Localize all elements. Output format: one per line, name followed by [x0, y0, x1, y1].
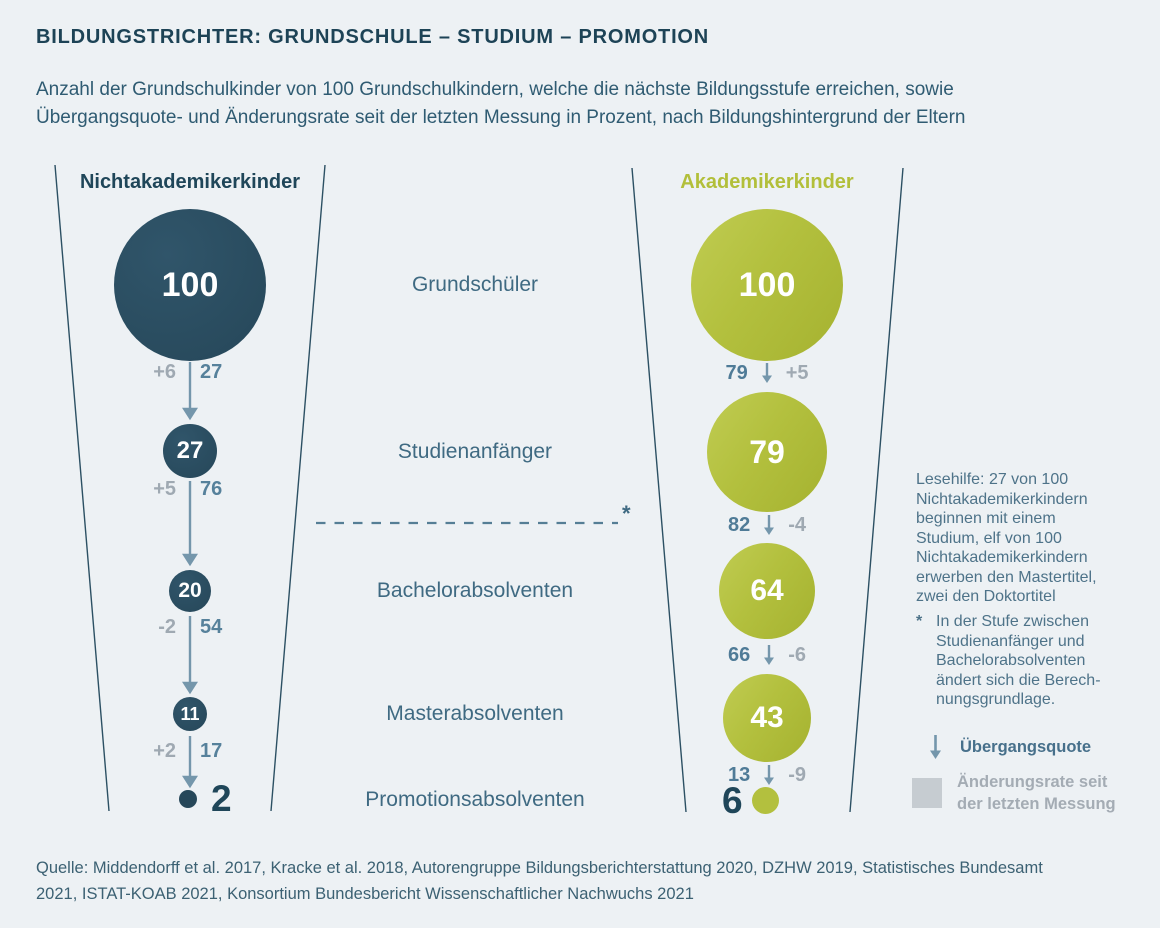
value: 100 — [738, 265, 796, 304]
legend-change-label: Änderungsrate seit der letzten Messung — [957, 773, 1116, 814]
left-circle-master: 11 — [173, 697, 207, 731]
transition-quote: 66 — [727, 643, 751, 666]
left-circle-studienanfaenger: 27 — [163, 424, 217, 478]
left-transition-4: +2 17 — [90, 740, 290, 764]
left-transition-3: -2 54 — [90, 616, 290, 640]
left-circle-bachelor: 20 — [169, 570, 211, 612]
value: 20 — [178, 579, 202, 602]
change-rate: +5 — [785, 361, 809, 384]
right-funnel-header: Akademikerkinder — [680, 171, 854, 193]
right-circle-bachelor: 64 — [719, 543, 815, 639]
legend-quote-label: Übergangsquote — [960, 737, 1092, 756]
value: 2 — [211, 778, 232, 819]
change-rate: +2 — [153, 740, 176, 762]
change-rate: -2 — [158, 616, 176, 638]
left-transition-1: +6 27 — [90, 361, 290, 385]
transition-quote: 82 — [727, 513, 751, 536]
value: 6 — [722, 780, 743, 821]
left-promotion-value: 2 — [179, 780, 232, 817]
stage-label-masterabsolventen: Masterabsolventen — [386, 702, 564, 725]
footnote: * In der Stufe zwischen Studienanfänger … — [916, 612, 1114, 710]
right-transition-3: 66 -6 — [667, 642, 867, 668]
legend-change-rate: Änderungsrate seit der letzten Messung — [912, 771, 1127, 816]
change-rate: -9 — [788, 763, 807, 786]
right-promotion-value: 6 — [722, 782, 779, 819]
lime-dot-icon — [751, 787, 779, 814]
right-transition-1: 79 +5 — [667, 360, 867, 386]
footnote-asterisk: * — [916, 613, 923, 630]
down-arrow-icon — [764, 765, 775, 785]
value: 11 — [180, 703, 200, 724]
right-circle-studienanfaenger: 79 — [707, 392, 827, 512]
down-arrow-icon — [761, 363, 772, 383]
down-arrow-icon — [764, 515, 775, 535]
value: 64 — [750, 574, 784, 607]
value: 27 — [176, 437, 204, 464]
transition-quote: 54 — [200, 616, 223, 638]
down-arrow-icon — [930, 735, 941, 759]
right-transition-4: 13 -9 — [667, 762, 867, 788]
page-title: BILDUNGSTRICHTER: GRUNDSCHULE – STUDIUM … — [36, 26, 710, 48]
left-circle-grundschueler: 100 — [114, 209, 266, 361]
change-rate: -6 — [788, 643, 807, 666]
change-rate-swatch — [912, 778, 942, 809]
stage-label-bachelorabsolventen: Bachelorabsolventen — [376, 579, 574, 602]
transition-quote: 79 — [725, 361, 748, 384]
stage-label-studienanfaenger: Studienanfänger — [397, 440, 553, 463]
stage-label-promotionsabsolventen: Promotionsabsolventen — [365, 788, 585, 811]
change-rate: +5 — [153, 478, 176, 500]
right-transition-2: 82 -4 — [667, 512, 867, 538]
footnote-text: In der Stufe zwischen Studienanfänger un… — [936, 613, 1101, 708]
stage-label-grundschueler: Grundschüler — [411, 273, 539, 296]
page-subtitle: Anzahl der Grundschulkinder von 100 Grun… — [36, 79, 966, 128]
transition-quote: 13 — [727, 763, 751, 786]
value: 79 — [749, 433, 785, 470]
right-circle-master: 43 — [723, 674, 811, 762]
down-arrow-icon — [764, 645, 775, 665]
transition-quote: 17 — [200, 740, 223, 762]
dark-dot-icon — [179, 789, 197, 808]
transition-quote: 27 — [200, 361, 223, 383]
change-rate: +6 — [153, 361, 176, 383]
transition-quote: 76 — [200, 478, 223, 500]
source-citation: Quelle: Middendorff et al. 2017, Kracke … — [36, 859, 1043, 903]
left-funnel-header: Nichtakademikerkinder — [79, 171, 301, 193]
reading-help-text: Lesehilfe: 27 von 100 Nichtakademikerkin… — [916, 471, 1097, 605]
legend-transition-quote: Übergangsquote — [928, 733, 1091, 761]
left-transition-2: +5 76 — [90, 478, 290, 502]
value: 43 — [750, 701, 784, 734]
change-rate: -4 — [788, 513, 807, 536]
value: 100 — [161, 265, 219, 304]
right-circle-grundschueler: 100 — [691, 209, 843, 361]
asterisk-marker: * — [622, 501, 631, 526]
